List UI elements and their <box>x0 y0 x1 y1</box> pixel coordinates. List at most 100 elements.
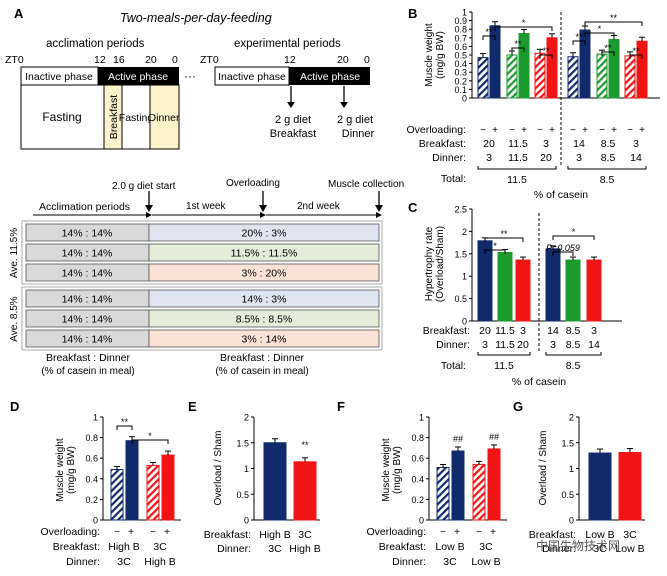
dinner-value: 20 <box>517 339 529 351</box>
breakfast-value: 3C <box>298 529 312 541</box>
breakfast-value: 20 <box>483 138 495 150</box>
overloading-minus: − <box>480 125 486 136</box>
active-phase-box <box>98 67 179 85</box>
dinner-value: 20 <box>540 152 552 164</box>
timeline-rows: 14% : 14% 20% : 3% 14% : 14% 11.5% : 11.5% 1… <box>25 223 380 348</box>
week1-label: 1st week <box>186 201 226 212</box>
dinner-value: 11.5 <box>495 339 515 351</box>
dinner-value: High B <box>289 543 321 555</box>
experimental-ratio: 11.5% : 11.5% <box>231 248 298 260</box>
significance-bracket <box>584 32 615 37</box>
y-axis-label-line: (mg/g BW) <box>66 446 77 494</box>
y-axis-label: Muscle weight(mg/g BW) <box>55 438 77 502</box>
acclimation-ratio: 14% : 14% <box>62 334 113 346</box>
significance-label: ** <box>500 229 508 239</box>
overloading-row-label: Overloading: <box>366 526 426 538</box>
significance-bracket <box>484 237 524 242</box>
y-tick-label: 0.5 <box>454 294 467 304</box>
total-value: 11.5 <box>494 360 514 372</box>
dinner-row-label: Dinner: <box>392 556 426 568</box>
breakfast-value: High B <box>108 541 140 553</box>
y-tick-label: 0 <box>244 516 249 526</box>
y-tick-label: 0 <box>462 94 467 104</box>
y-axis-label-line: Hypertrophy rate <box>424 226 435 301</box>
breakfast-value: 11.5 <box>508 138 528 150</box>
panel-d-letter: D <box>10 399 19 414</box>
experimental-cell <box>148 263 380 282</box>
sham-bar <box>146 464 160 521</box>
y-tick-label: 1.5 <box>236 438 249 448</box>
acclimation-header: acclimation periods <box>46 38 145 50</box>
muscle-collection-label: Muscle collection <box>328 179 404 190</box>
active-phase-label-right: Active phase <box>300 71 360 83</box>
overloading-minus: − <box>509 125 515 136</box>
significance-bracket <box>584 21 643 26</box>
significance-bracket <box>572 40 586 45</box>
significance-bracket <box>552 251 574 256</box>
significance-bracket <box>601 51 615 56</box>
experimental-cell <box>148 289 380 308</box>
y-tick-label: 0.3 <box>454 68 467 78</box>
total-bracket <box>545 352 602 356</box>
experimental-cell <box>148 223 380 242</box>
dinner-row-label: Dinner: <box>436 339 470 351</box>
total-value: 11.5 <box>507 174 527 186</box>
overload-bar <box>125 440 139 521</box>
significance-label: * <box>572 227 576 237</box>
breakfast-value: 3 <box>633 138 639 150</box>
y-tick-label: 0.6 <box>454 42 467 52</box>
overloading-minus: − <box>599 125 605 136</box>
y-tick-label: 0.5 <box>561 490 574 500</box>
significance-label: * <box>493 241 497 251</box>
sham-bar <box>472 463 486 521</box>
dinner-value: 8.5 <box>601 152 616 164</box>
experimental-ratio: 8.5% : 8.5% <box>236 314 293 326</box>
panel-b-letter: B <box>408 6 417 21</box>
diet-start-label: 2.0 g diet start <box>112 181 176 192</box>
y-tick-label: 0.9 <box>454 16 467 26</box>
significance-bracket <box>484 249 506 254</box>
y-axis-label-line: Muscle weight <box>381 438 392 502</box>
total-value: 8.5 <box>600 174 615 186</box>
breakfast-value: 3 <box>543 138 549 150</box>
panel-a-timeline: 2.0 g diet start Overloading Muscle coll… <box>9 178 404 377</box>
tick-20-right: 20 <box>337 54 349 66</box>
overload-bar <box>451 450 465 521</box>
ratio-bar <box>293 461 317 521</box>
y-tick-label: 0.2 <box>85 495 98 505</box>
significance-label: ** <box>542 46 550 56</box>
total-bracket <box>567 166 647 170</box>
y-tick-label: 1 <box>462 272 467 282</box>
y-tick-label: 0.8 <box>411 433 424 443</box>
schedule-title: Two-meals-per-day-feeding <box>120 11 272 25</box>
overloading-plus: + <box>549 125 555 136</box>
y-axis-label-line: Overload / Sham <box>538 430 549 505</box>
y-axis-label: Muscle weight(mg/g BW) <box>381 438 403 502</box>
breakfast-value: Low B <box>585 529 614 541</box>
sham-bar <box>110 469 124 521</box>
panel-e-letter: E <box>188 399 197 414</box>
overloading-plus: + <box>639 125 645 136</box>
breakfast-value: 20 <box>479 325 491 337</box>
experimental-ratio: 20% : 3% <box>242 228 287 240</box>
y-axis-label: Muscle weight(mg/g BW) <box>424 23 446 87</box>
overloading-plus: + <box>582 125 588 136</box>
zt0-left: ZT0 <box>5 54 24 66</box>
dinner-value: 3C <box>443 556 457 568</box>
breakfast-value: 3 <box>520 325 526 337</box>
significance-label: * <box>598 24 602 34</box>
dinner-value: 3 <box>550 339 556 351</box>
overloading-minus: − <box>440 527 446 538</box>
acclimation-ratio: 14% : 14% <box>62 294 113 306</box>
breakfast-value: 14 <box>573 138 585 150</box>
dinner-row-label: Dinner: <box>432 152 466 164</box>
chart-e: 0 0.5 1 1.5 2 Overload / Sham High B 3C 3C High B… <box>204 413 321 556</box>
tick-20-left: 20 <box>145 54 157 66</box>
total-bracket <box>477 166 557 170</box>
rate-bar <box>565 259 581 322</box>
sham-bar <box>624 55 636 99</box>
dinner-value: 11.5 <box>508 152 528 164</box>
dinner-row-label: Dinner: <box>542 543 576 555</box>
